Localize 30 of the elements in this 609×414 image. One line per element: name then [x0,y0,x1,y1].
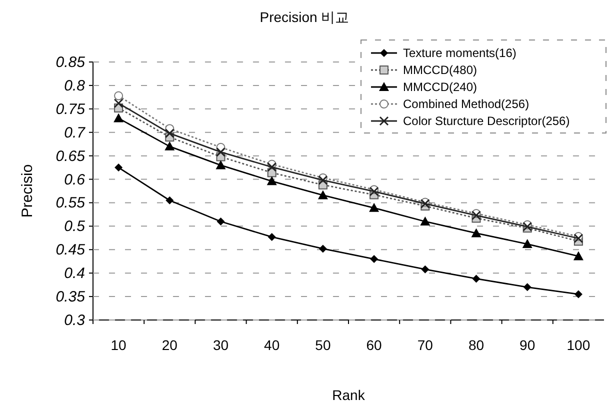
x-tick-label: 70 [417,337,434,353]
legend-label: MMCCD(480) [403,63,478,77]
legend-label: Texture moments(16) [403,46,516,60]
y-tick-label: 0.5 [64,218,86,236]
x-tick-label: 30 [212,337,229,353]
y-tick-label: 0.85 [56,54,86,71]
legend-label: MMCCD(240) [403,80,478,94]
y-tick-label: 0.55 [56,194,86,212]
y-tick-label: 0.45 [56,242,86,259]
x-tick-label: 50 [315,337,331,353]
x-tick-label: 90 [520,337,536,353]
x-tick-label: 60 [366,337,382,353]
legend-label: Combined Method(256) [403,97,530,111]
y-tick-label: 0.35 [56,288,86,306]
y-tick-label: 0.4 [64,265,85,282]
x-tick-label: 80 [468,337,484,353]
x-tick-label: 10 [110,337,127,353]
y-tick-label: 0.65 [56,148,86,165]
x-axis-title: Rank [332,387,366,403]
chart-title: Precision 비교 [260,9,350,25]
y-tick-label: 0.6 [64,171,86,188]
x-tick-label: 20 [162,337,178,353]
x-tick-label: 40 [264,337,280,353]
y-tick-label: 0.7 [64,124,86,142]
y-tick-label: 0.8 [64,77,86,94]
y-tick-label: 0.75 [56,100,86,118]
x-tick-label: 100 [566,337,590,353]
y-axis-title: Precisio [19,164,36,218]
legend-label: Color Sturcture Descriptor(256) [403,114,570,128]
y-tick-label: 0.3 [64,312,86,329]
